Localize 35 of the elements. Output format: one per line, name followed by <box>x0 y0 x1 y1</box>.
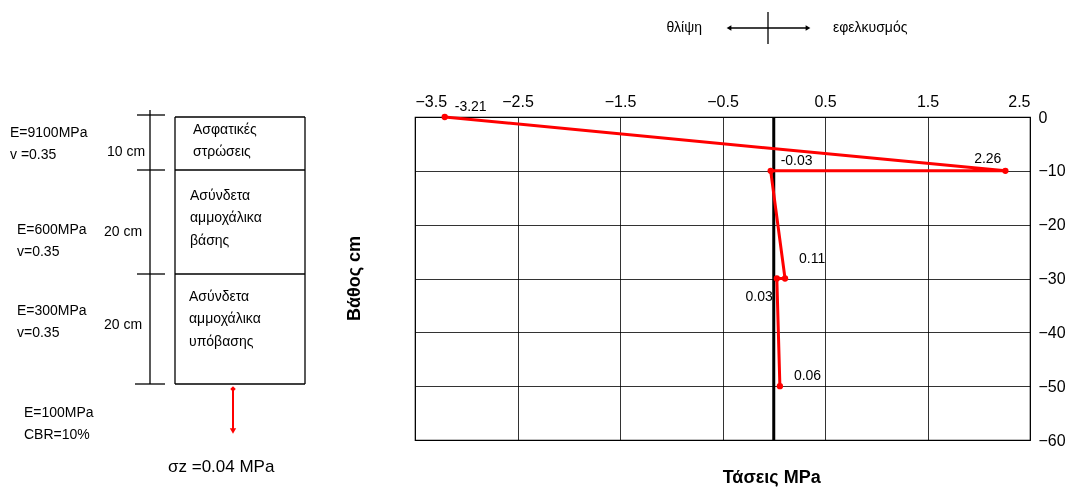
text: E=100MPa CBR=10% <box>24 404 94 443</box>
annotation: 2.26 <box>974 149 1002 166</box>
text: θλίψη <box>666 19 702 35</box>
x-tick-label: 2.5 <box>1008 92 1031 110</box>
x-tick-label: −1.5 <box>604 92 637 110</box>
y-tick-label: −50 <box>1038 377 1066 395</box>
y-tick-label: −60 <box>1038 431 1066 449</box>
text: Ασύνδετα αμμοχάλικα βάσης <box>190 187 262 248</box>
x-tick-label: −0.5 <box>707 92 739 110</box>
annotation: 0.11 <box>799 249 826 266</box>
text: 10 cm <box>107 143 146 159</box>
text: E=600MPa v=0.35 <box>17 221 87 260</box>
text: σz =0.04 MPa <box>168 457 275 476</box>
text: 20 cm <box>104 316 143 332</box>
annotation: 0.03 <box>745 287 774 304</box>
x-axis-title: Τάσεις MPa <box>722 467 822 487</box>
text: εφελκυσμός <box>833 19 908 35</box>
x-tick-label: −3.5 <box>415 92 448 110</box>
y-tick-label: −40 <box>1038 323 1066 341</box>
annotation: -3.21 <box>454 98 487 114</box>
text: Ασφατικές στρώσεις <box>193 121 258 160</box>
x-tick-label: 0.5 <box>814 92 837 110</box>
y-tick-label: −10 <box>1038 162 1066 180</box>
text: 20 cm <box>104 223 143 239</box>
annotation: -0.03 <box>780 151 813 168</box>
y-axis-title: Βάθος cm <box>344 235 364 322</box>
y-tick-label: 0 <box>1038 108 1048 126</box>
text: Ασύνδετα αμμοχάλικα υπόβασης <box>189 288 261 349</box>
x-tick-label: 1.5 <box>916 92 940 110</box>
y-tick-label: −20 <box>1038 216 1066 234</box>
text: E=9100MPa v =0.35 <box>10 124 88 163</box>
x-tick-label: −2.5 <box>502 92 534 110</box>
text: E=300MPa v=0.35 <box>17 302 87 341</box>
annotation: 0.06 <box>793 367 822 384</box>
y-tick-label: −30 <box>1038 270 1066 287</box>
